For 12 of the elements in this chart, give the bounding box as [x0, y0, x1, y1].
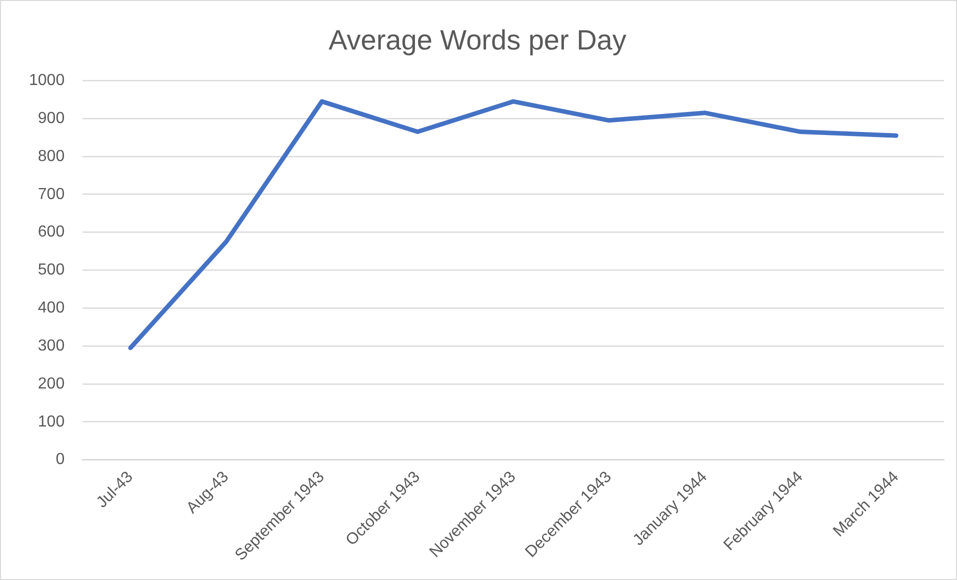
y-tick-label: 600 — [38, 224, 65, 241]
chart-title: Average Words per Day — [328, 24, 626, 56]
y-tick-label: 700 — [38, 186, 65, 203]
y-tick-label: 100 — [38, 413, 65, 430]
y-tick-label: 200 — [38, 375, 65, 392]
y-tick-label: 500 — [38, 262, 65, 279]
y-tick-label: 300 — [38, 337, 65, 354]
y-tick-label: 0 — [56, 451, 65, 468]
y-tick-label: 400 — [38, 300, 65, 317]
y-tick-label: 800 — [38, 148, 65, 165]
y-tick-label: 1000 — [29, 72, 65, 90]
y-tick-label: 900 — [38, 110, 65, 127]
